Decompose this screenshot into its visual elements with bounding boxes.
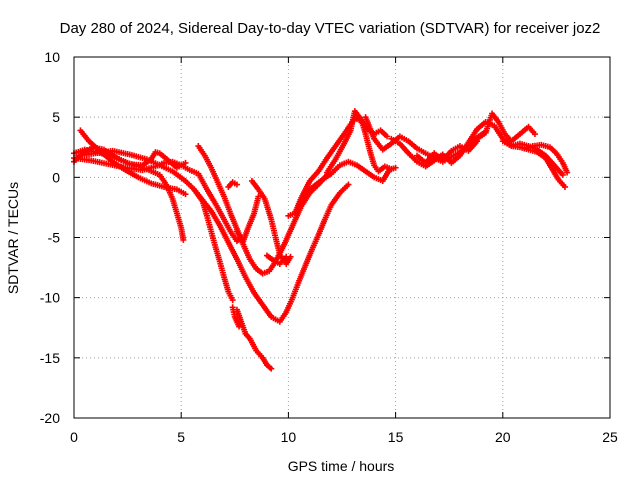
data-series-track — [263, 252, 290, 267]
data-point-marker — [255, 193, 262, 200]
data-point-marker — [233, 181, 240, 188]
data-point-marker — [283, 253, 290, 260]
data-series-track — [229, 304, 243, 330]
x-tick-label: 20 — [495, 429, 511, 445]
data-point-marker — [236, 323, 243, 330]
data-point-marker — [182, 159, 189, 166]
data-point-marker — [182, 191, 189, 198]
x-axis-label: GPS time / hours — [288, 458, 395, 474]
data-point-marker — [180, 236, 187, 243]
x-tick-label: 5 — [177, 429, 185, 445]
chart-title: Day 280 of 2024, Sidereal Day-to-day VTE… — [60, 20, 601, 37]
y-tick-label: 0 — [52, 169, 60, 185]
x-tick-label: 15 — [388, 429, 404, 445]
data-point-marker — [564, 169, 571, 176]
data-point-marker — [392, 164, 399, 171]
data-series-track — [225, 179, 240, 190]
y-tick-label: -15 — [40, 350, 60, 366]
data-series-track — [521, 141, 571, 176]
y-tick-label: -5 — [48, 230, 61, 246]
data-point-marker — [561, 183, 568, 190]
data-series-track — [414, 138, 481, 166]
data-series-track — [75, 147, 236, 304]
data-series-track — [248, 177, 294, 267]
data-point-marker — [229, 297, 236, 304]
data-series-track — [474, 110, 538, 145]
x-tick-label: 10 — [281, 429, 297, 445]
data-series-track — [71, 155, 245, 245]
data-point-marker — [345, 181, 352, 188]
data-point-marker — [531, 131, 538, 138]
y-axis-label: SDTVAR / TECUs — [5, 182, 21, 294]
data-series-track — [323, 108, 395, 176]
x-tick-label: 0 — [70, 429, 78, 445]
data-point-marker — [384, 133, 391, 140]
data-series-track — [296, 158, 399, 207]
y-tick-label: -10 — [40, 290, 60, 306]
plot-frame — [73, 56, 611, 419]
grid-lines — [74, 57, 610, 418]
data-point-marker — [559, 171, 566, 178]
y-tick-label: 5 — [52, 109, 60, 125]
data-series-track — [233, 193, 262, 245]
x-tick-label: 25 — [602, 429, 618, 445]
y-tick-label: -20 — [40, 410, 60, 426]
data-series-track — [233, 306, 275, 372]
axis-ticks: 0 5 10 15 20 25 10 5 0 -5 -10 -15 -20 — [40, 49, 618, 445]
data-series-track — [191, 181, 352, 325]
data-point-marker — [268, 365, 275, 372]
y-tick-label: 10 — [44, 49, 60, 65]
data-point-marker — [474, 138, 481, 145]
data-series — [71, 108, 571, 372]
